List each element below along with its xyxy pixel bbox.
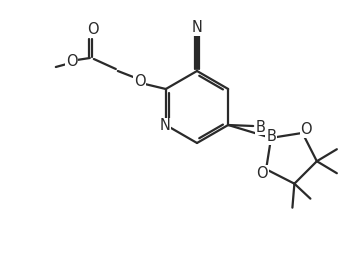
Text: O: O xyxy=(301,122,312,137)
Text: N: N xyxy=(191,21,203,35)
Text: O: O xyxy=(87,23,98,38)
Text: B: B xyxy=(255,120,265,134)
Text: N: N xyxy=(159,118,170,133)
Text: O: O xyxy=(66,53,78,69)
Text: O: O xyxy=(134,74,145,88)
Text: O: O xyxy=(256,166,268,181)
Text: B: B xyxy=(266,130,276,144)
